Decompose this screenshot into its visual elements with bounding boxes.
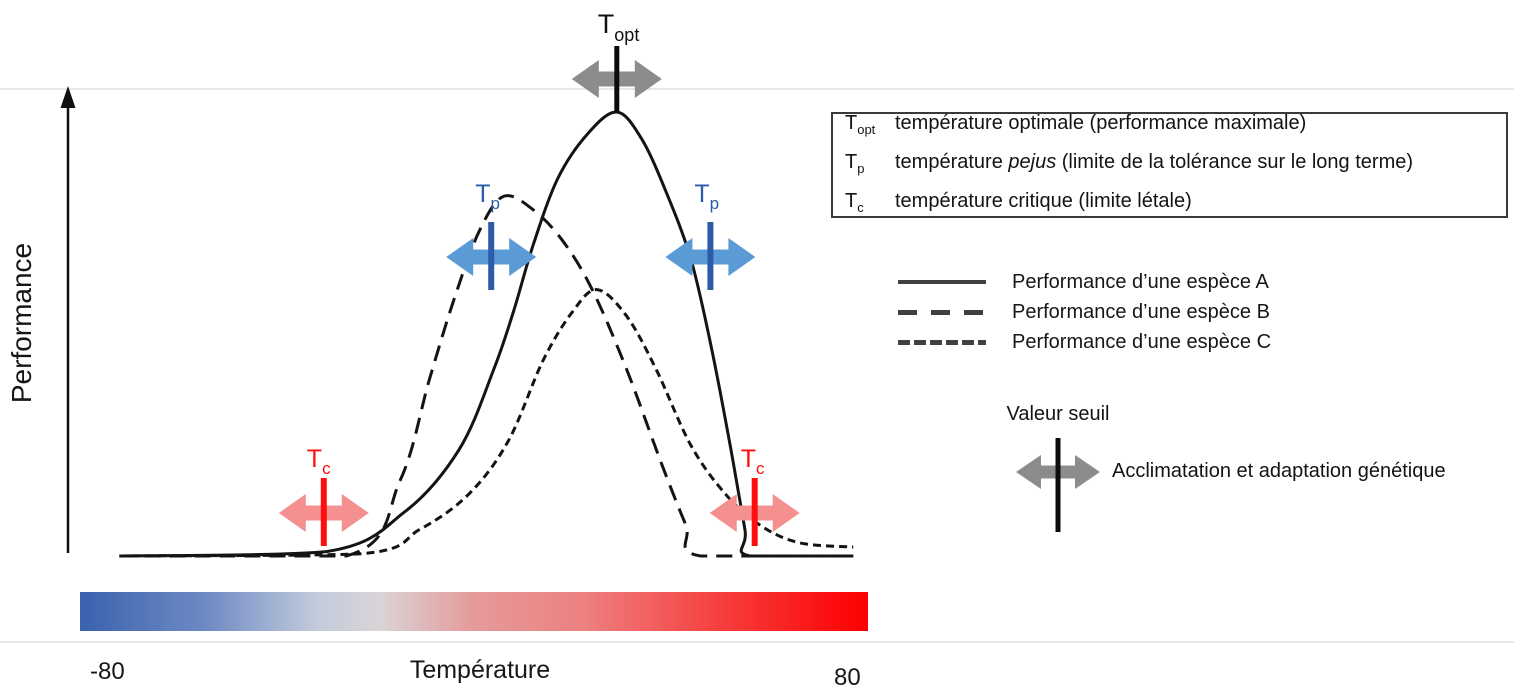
y-axis bbox=[60, 86, 76, 553]
t-opt-threshold-bar bbox=[614, 46, 620, 112]
valeur-seuil-bar-icon bbox=[1055, 438, 1061, 532]
t-p-low-label: Tp bbox=[475, 180, 500, 213]
curve-species-B bbox=[119, 194, 854, 558]
line-legend: Performance d’une espèce A Performance d… bbox=[898, 267, 1271, 357]
t-opt-definition: température optimale (performance maxima… bbox=[895, 111, 1307, 134]
t-p-high-threshold-bar bbox=[707, 222, 714, 290]
y-axis-arrowhead-icon bbox=[60, 86, 76, 108]
x-axis-min-label: -80 bbox=[90, 658, 125, 685]
definition-row-topt: Topt température optimale (performance m… bbox=[845, 107, 1500, 146]
t-p-definition: température pejus (limite de la toléranc… bbox=[895, 150, 1414, 173]
t-opt-symbol: Topt bbox=[845, 111, 876, 137]
legend-label-species-a: Performance d’une espèce A bbox=[1012, 270, 1269, 293]
y-axis-label: Performance bbox=[6, 242, 37, 404]
t-c-low-label: Tc bbox=[307, 445, 331, 478]
t-p-low-marker: Tp bbox=[446, 180, 537, 290]
valeur-seuil-title: Valeur seuil bbox=[1006, 403, 1110, 425]
definitions-box: Topt température optimale (performance m… bbox=[831, 112, 1508, 218]
t-p-high-label: Tp bbox=[694, 180, 719, 213]
long-dash-line-sample-icon bbox=[898, 309, 986, 315]
faint-divider-top bbox=[0, 88, 1514, 90]
t-c-symbol: Tc bbox=[845, 189, 864, 215]
curve-species-A bbox=[119, 110, 854, 558]
t-opt-marker: Topt bbox=[571, 9, 662, 112]
legend-row-species-b: Performance d’une espèce B bbox=[898, 297, 1271, 327]
legend-row-species-a: Performance d’une espèce A bbox=[898, 267, 1271, 297]
threshold-legend-icon bbox=[1016, 438, 1100, 532]
definition-row-tp: Tp température pejus (limite de la tolér… bbox=[845, 146, 1500, 185]
t-c-low-marker: Tc bbox=[278, 445, 369, 546]
definition-row-tc: Tc température critique (limite létale) bbox=[845, 185, 1500, 224]
t-c-high-threshold-bar bbox=[751, 478, 758, 546]
t-c-low-threshold-bar bbox=[320, 478, 327, 546]
t-p-high-marker: Tp bbox=[665, 180, 756, 290]
t-c-high-label: Tc bbox=[741, 445, 765, 478]
solid-line-sample-icon bbox=[898, 280, 986, 284]
t-c-high-marker: Tc bbox=[709, 445, 800, 546]
x-axis-max-label: 80 bbox=[834, 664, 861, 691]
temperature-gradient-bar bbox=[80, 592, 868, 631]
legend-row-species-c: Performance d’une espèce C bbox=[898, 327, 1271, 357]
t-c-definition: température critique (limite létale) bbox=[895, 189, 1192, 212]
acclimatation-label: Acclimatation et adaptation génétique bbox=[1112, 460, 1446, 482]
legend-label-species-c: Performance d’une espèce C bbox=[1012, 330, 1272, 353]
faint-divider-bottom bbox=[0, 641, 1514, 643]
t-p-symbol: Tp bbox=[845, 150, 865, 176]
t-opt-label: Topt bbox=[598, 9, 640, 45]
x-axis-label: Température bbox=[409, 656, 551, 684]
t-p-low-threshold-bar bbox=[488, 222, 495, 290]
short-dash-line-sample-icon bbox=[898, 339, 986, 345]
legend-label-species-b: Performance d’une espèce B bbox=[1012, 300, 1270, 323]
